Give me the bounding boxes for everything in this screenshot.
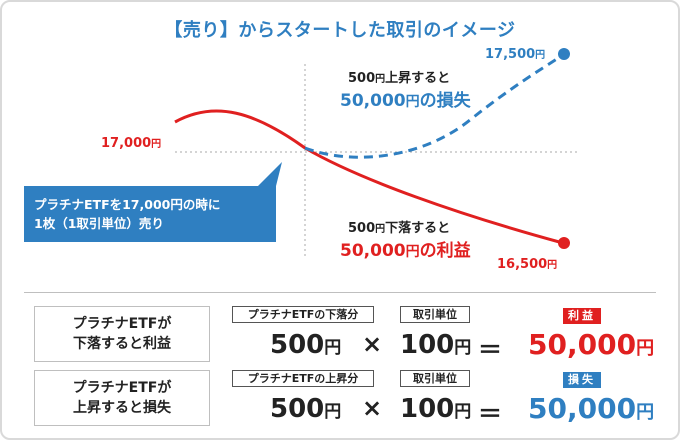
down-scenario-profit: 50,000円の利益 (340, 241, 471, 261)
callout-line-2: 1枚（1取引単位）売り (34, 216, 164, 231)
loss-badge: 損失 (563, 372, 601, 388)
row-label-decline: プラチナETFが 下落すると利益 (34, 306, 210, 362)
tag-decline-amount: プラチナETFの下落分 (232, 306, 374, 323)
unit-value: 100円 (400, 394, 472, 424)
down-scenario-caption: 500円下落すると (348, 221, 451, 236)
section-divider (24, 292, 656, 293)
profit-badge: 利益 (563, 308, 601, 324)
price-path-down (174, 109, 564, 245)
times-sign: × (362, 330, 383, 358)
sell-callout: プラチナETFを17,000円の時に 1枚（1取引単位）売り (24, 186, 276, 242)
up-end-marker (558, 48, 570, 60)
row-label-rise: プラチナETFが 上昇すると損失 (34, 370, 210, 426)
up-scenario-loss: 50,000円の損失 (340, 91, 471, 111)
tag-trading-unit: 取引単位 (400, 306, 470, 323)
down-end-marker (558, 237, 570, 249)
tag-rise-amount: プラチナETFの上昇分 (232, 370, 374, 387)
start-price-label: 17,000円 (101, 136, 162, 151)
up-scenario-caption: 500円上昇すると (348, 71, 451, 86)
callout-line-1: プラチナETFを17,000円の時に (34, 197, 221, 212)
price-path-up (304, 53, 564, 159)
equals-sign: ＝ (478, 400, 502, 428)
equals-sign: ＝ (478, 336, 502, 364)
unit-value: 100円 (400, 330, 472, 360)
decline-value: 500円 (270, 330, 342, 360)
loss-result: 50,000円 (528, 392, 655, 425)
profit-result: 50,000円 (528, 328, 655, 361)
up-end-price-label: 17,500円 (485, 47, 546, 62)
callout-pointer (258, 162, 282, 186)
tag-trading-unit: 取引単位 (400, 370, 470, 387)
times-sign: × (362, 394, 383, 422)
down-end-price-label: 16,500円 (497, 257, 558, 272)
price-chart (174, 48, 578, 258)
rise-value: 500円 (270, 394, 342, 424)
diagram-title: 【売り】からスタートした取引のイメージ (164, 20, 516, 41)
